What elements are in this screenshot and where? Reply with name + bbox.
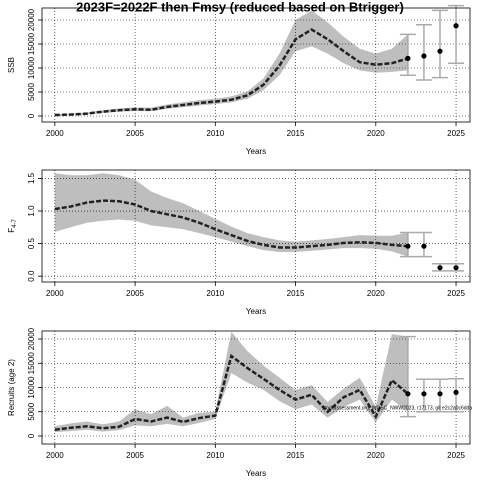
x-tick-label: 2015 [287,451,305,460]
plot-box [41,169,471,283]
y-tick-label: 15000 [27,32,36,55]
median-line [54,199,408,249]
x-tick-label: 2000 [46,451,64,460]
y-tick-label: 1.5 [27,172,36,184]
y-axis-label-sub: 4-7 [12,219,18,228]
y-axis-label: F4-7 [7,219,17,233]
x-tick-label: 2005 [126,289,144,298]
x-tick-label: 2005 [126,451,144,460]
y-tick-label: 10000 [27,56,36,79]
x-tick-label: 2000 [46,129,64,138]
y-tick-label: 20000 [27,327,36,350]
x-tick-label: 2010 [206,129,224,138]
y-axis-label-main: F [7,228,16,233]
x-axis-label: Years [246,307,266,316]
x-tick-label: 2020 [367,289,385,298]
forecast-point [421,243,427,249]
median-line [54,28,409,117]
x-tick-label: 2010 [206,451,224,460]
forecast-point [405,391,411,397]
forecast-point [405,243,411,249]
forecast-point [421,391,427,397]
x-tick-label: 2010 [206,289,224,298]
confidence-band [54,331,408,433]
x-tick-label: 2025 [447,451,465,460]
median-line [54,353,409,431]
figure-title: 2023F=2022F then Fmsy (reduced based on … [76,0,404,14]
forecast-point [453,23,459,29]
y-axis-label: SSB [7,57,16,73]
y-tick-label: 5000 [27,402,36,420]
y-tick-label: 1.0 [27,205,36,217]
confidence-band [54,173,408,257]
y-tick-label: 15000 [27,352,36,375]
y-tick-label: 5000 [27,83,36,101]
y-tick-label: 0 [27,113,36,118]
x-axis-label: Years [246,147,266,156]
y-axis-label: Recruits (age 2) [7,359,16,416]
x-tick-label: 2015 [287,289,305,298]
y-axis-label-main: SSB [7,57,16,73]
forecast-point [421,53,427,59]
forecast-point [437,48,443,54]
x-axis-label: Years [246,469,266,478]
x-tick-label: 2020 [367,129,385,138]
y-tick-label: 10000 [27,376,36,399]
y-tick-label: 0.0 [27,270,36,282]
x-tick-label: 2015 [287,129,305,138]
x-tick-label: 2025 [447,129,465,138]
y-axis-label-main: Recruits (age 2) [7,359,16,416]
annotation: stockassessment.org, WGSC_NWW2023, r1717… [322,406,472,412]
forecast-point [437,391,443,397]
forecast-point [453,265,459,271]
confidence-band [54,10,408,116]
forecast-point [437,265,443,271]
x-tick-label: 2005 [126,129,144,138]
y-tick-label: 20000 [27,8,36,31]
plot-box [41,7,471,123]
forecast-point [405,55,411,62]
x-tick-label: 2025 [447,289,465,298]
x-tick-label: 2000 [46,289,64,298]
y-tick-label: 0.5 [27,237,36,249]
forecast-point [453,389,459,395]
y-tick-label: 0 [27,433,36,438]
x-tick-label: 2020 [367,451,385,460]
